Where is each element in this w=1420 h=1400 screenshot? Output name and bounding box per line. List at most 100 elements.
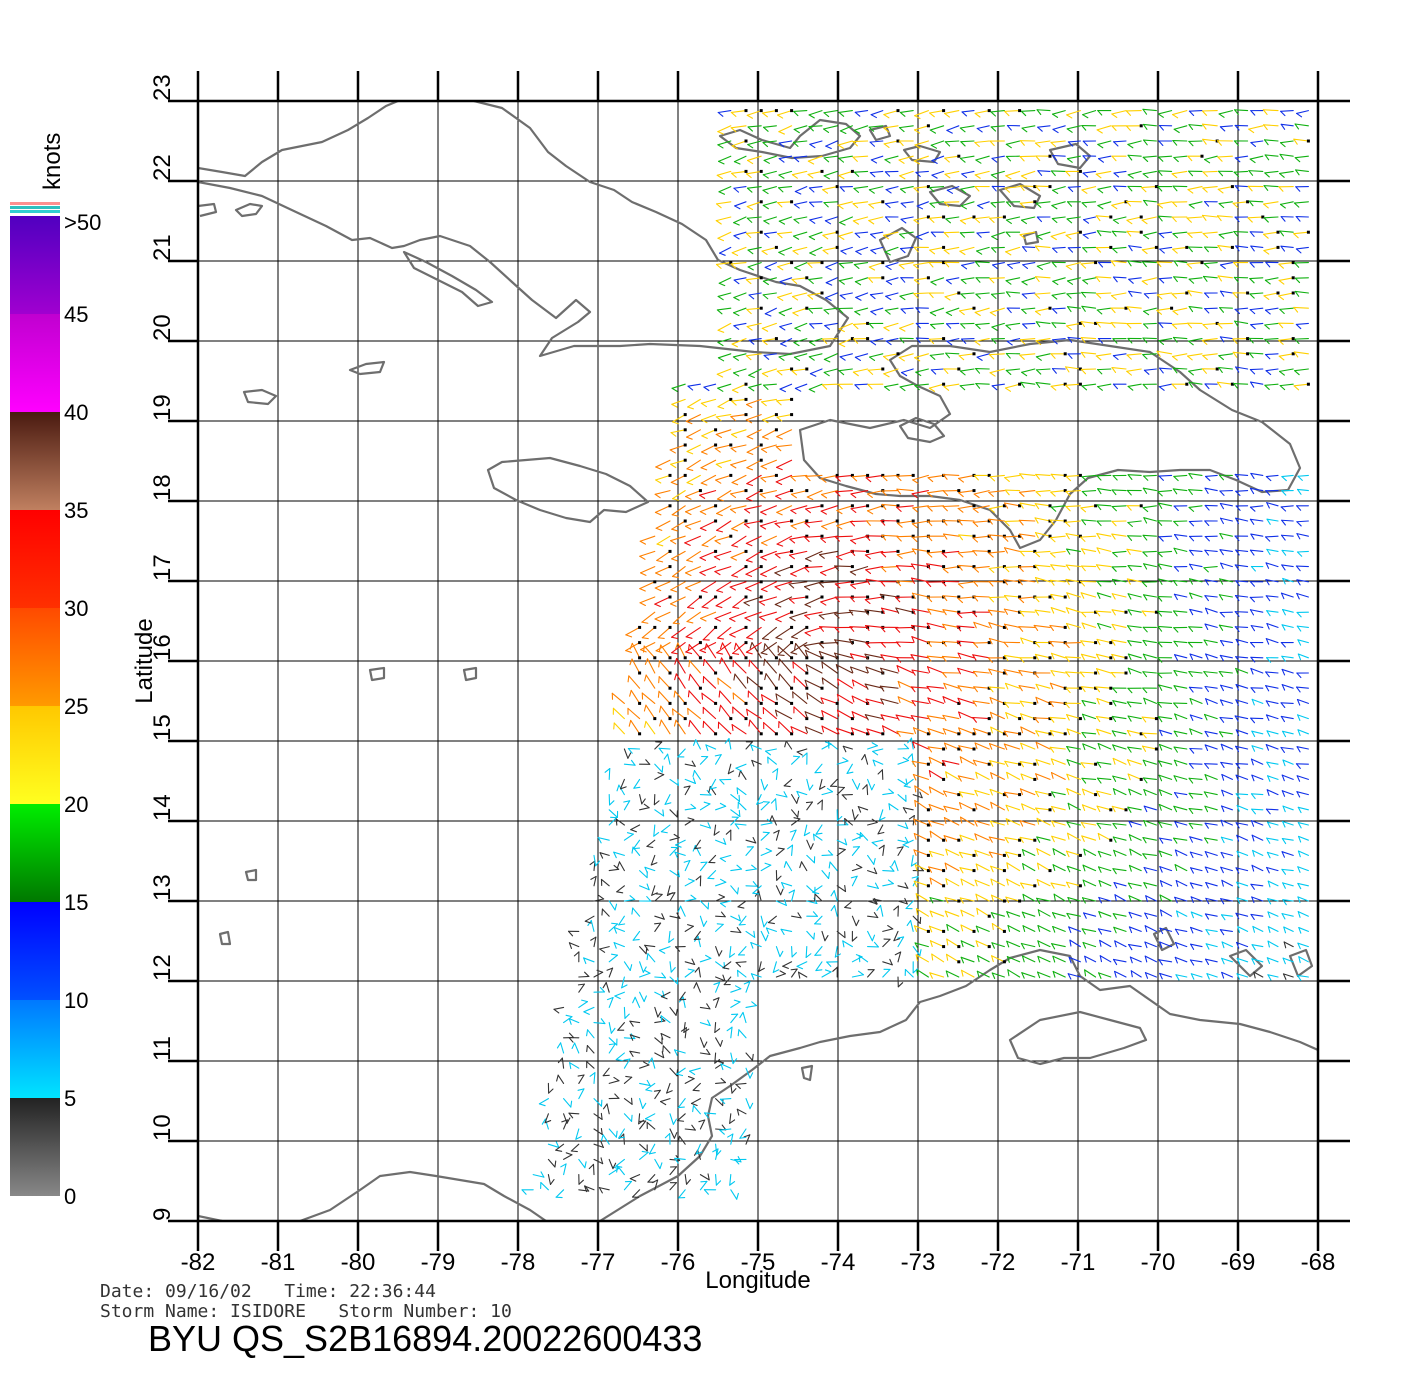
wind-vector [1067, 336, 1081, 340]
wind-barb [1158, 322, 1164, 329]
wind-vector [882, 961, 893, 966]
wind-barb [1005, 280, 1012, 285]
wind-vector [851, 679, 869, 689]
rain-flag [972, 534, 976, 538]
wind-barb [774, 553, 781, 559]
wind-barb [1295, 686, 1301, 693]
wind-barb [987, 609, 993, 616]
wind-barb [913, 246, 919, 253]
wind-barb [659, 705, 662, 713]
wind-vector [716, 505, 732, 515]
wind-vector [1127, 653, 1142, 659]
wind-vector [632, 930, 641, 941]
wind-barb [1018, 519, 1024, 526]
wind-vector [806, 854, 815, 864]
wind-barb [1127, 687, 1133, 694]
wind-barb [1110, 260, 1116, 267]
wind-vector [1022, 925, 1036, 932]
wind-vector [746, 676, 762, 689]
wind-vector [1019, 533, 1036, 537]
wind-barb [1098, 911, 1102, 918]
wind-barb [699, 511, 707, 515]
wind-vector [896, 550, 914, 556]
wind-barb [876, 904, 882, 911]
wind-vector [751, 759, 762, 765]
wind-barb [1265, 562, 1270, 569]
wind-barb [915, 893, 918, 901]
wind-barb [789, 617, 796, 622]
wind-vector [870, 338, 884, 342]
rain-flag [1139, 732, 1143, 736]
wind-vector [1236, 881, 1249, 887]
wind-barb [1111, 489, 1117, 496]
wind-vector [1095, 292, 1112, 295]
wind-vector [647, 1174, 656, 1183]
wind-barb [1280, 245, 1286, 252]
wind-barb [657, 637, 665, 640]
wind-barb [1065, 490, 1071, 497]
rain-flag [638, 701, 642, 705]
wind-barb [834, 639, 839, 646]
wind-vector [731, 566, 747, 577]
wind-barb [1142, 759, 1147, 767]
rain-flag [1048, 656, 1052, 660]
wind-barb [664, 802, 672, 805]
wind-vector [850, 550, 869, 552]
wind-vector [1278, 353, 1294, 357]
wind-barb [641, 798, 646, 805]
wind-barb [878, 817, 886, 821]
wind-vector [1113, 926, 1127, 932]
rain-flag [683, 458, 687, 462]
wind-barb [885, 295, 892, 301]
wind-vector [775, 900, 787, 906]
wind-vector [1143, 697, 1157, 704]
wind-barb [1186, 217, 1192, 223]
wind-vector [1066, 865, 1081, 872]
wind-vector [1096, 777, 1112, 780]
wind-barb [895, 627, 901, 633]
wind-vector [820, 505, 838, 512]
wind-vector [760, 535, 777, 544]
wind-barb [1126, 219, 1133, 225]
wind-barb [748, 659, 751, 667]
wind-barb [825, 266, 832, 271]
wind-barb [1097, 832, 1101, 840]
wind-vector [781, 882, 793, 887]
wind-barb [910, 624, 916, 631]
wind-barb [1096, 761, 1102, 768]
wind-barb [1219, 611, 1225, 618]
rain-flag [744, 656, 748, 660]
wind-barb [671, 514, 679, 517]
wind-barb [988, 686, 994, 693]
wind-vector [1112, 216, 1127, 221]
wind-vector [990, 912, 1005, 917]
wind-barb [974, 340, 981, 346]
wind-vector [730, 809, 741, 817]
wind-barb [1143, 697, 1147, 705]
rain-flag [1094, 321, 1098, 325]
wind-barb [1067, 832, 1070, 840]
rain-flag [805, 671, 809, 675]
wind-barb [783, 899, 787, 906]
rain-flag [805, 519, 809, 523]
wind-barb [685, 511, 692, 516]
wind-vector [793, 338, 808, 344]
wind-barb [761, 373, 769, 378]
wind-vector [713, 550, 732, 558]
wind-vector [608, 967, 614, 978]
wind-vector [547, 1158, 556, 1168]
wind-vector [714, 611, 732, 620]
wind-vector [660, 991, 671, 998]
wind-barb [1020, 773, 1024, 781]
wind-barb [775, 693, 778, 701]
wind-barb [960, 909, 964, 917]
wind-barb [835, 476, 841, 482]
wind-vector [851, 956, 863, 963]
wind-barb [1236, 881, 1240, 889]
wind-barb [910, 654, 915, 661]
wind-vector [851, 875, 858, 887]
wind-vector [745, 1004, 758, 1008]
wind-barb [1174, 849, 1178, 857]
wind-vector [1204, 595, 1218, 598]
wind-vector [717, 322, 732, 331]
